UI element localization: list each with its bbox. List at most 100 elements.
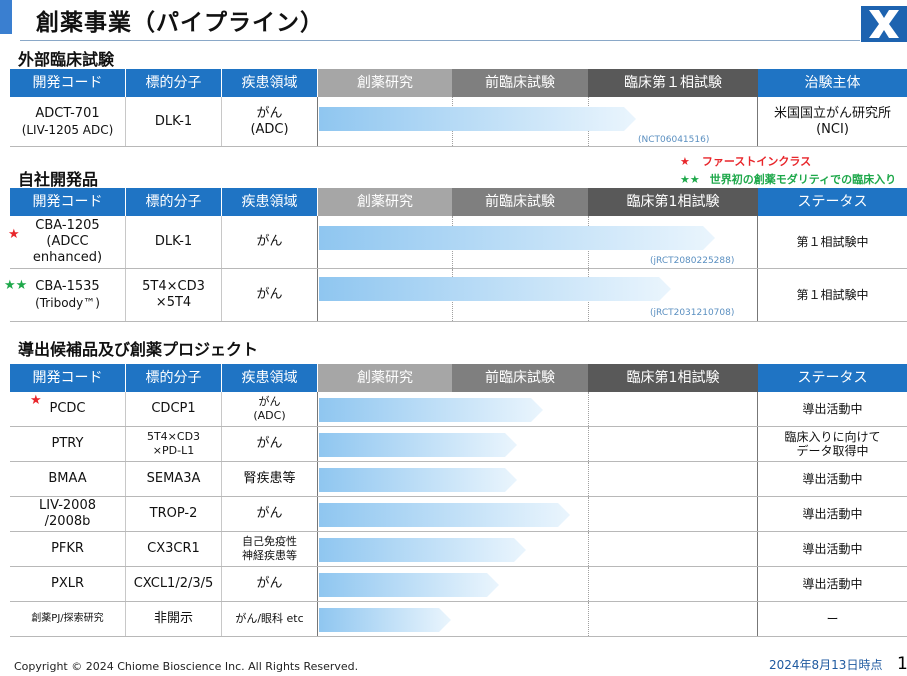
pipeline-stage-bar [319, 538, 526, 562]
header-target: 標的分子 [126, 364, 222, 392]
status-text: 導出活動中 [802, 402, 863, 416]
as-of-date: 2024年8月13日時点 [769, 658, 883, 672]
disease-area: がん [256, 234, 283, 249]
disease-area: がん [256, 576, 283, 591]
target-molecule: 非開示 [153, 611, 193, 626]
registry-id: (jRCT2031210708) [650, 308, 735, 318]
dev-code-sub: (Tribody™) [35, 296, 100, 310]
target-molecule: SEMA3A [146, 471, 201, 486]
green-double-star-icon: ★★ [680, 173, 700, 186]
table-row: PTRY 5T4×CD3 ×PD-L1 がん 臨床入りに向けて データ取得中 [10, 427, 907, 462]
registry-id: (jRCT2080225288) [650, 256, 735, 266]
target-molecule: 5T4×CD3 [142, 279, 205, 294]
dev-code: LIV-2008 [39, 498, 96, 513]
sponsor-name-sub: (NCI) [816, 121, 849, 137]
pipeline-stage-bar [319, 503, 570, 527]
dev-code: PCDC [49, 401, 86, 416]
dev-code-sub: (ADCC enhanced) [32, 234, 103, 265]
table-external: 開発コード 標的分子 疾患領域 創薬研究 前臨床試験 臨床第１相試験 治験主体 … [10, 69, 907, 147]
header-code: 開発コード [10, 188, 126, 216]
disease-area-sub: (ADC) [250, 121, 289, 137]
dev-code: PXLR [50, 576, 85, 591]
header-code: 開発コード [10, 364, 126, 392]
target-molecule: DLK-1 [154, 234, 193, 249]
disease-area: がん [256, 105, 283, 121]
title-accent-bar [0, 0, 12, 34]
header-sponsor: 治験主体 [758, 69, 907, 97]
header-discovery: 創薬研究 [318, 69, 452, 97]
dev-code: PTRY [51, 436, 84, 451]
target-molecule-sub: ×PD-L1 [152, 444, 195, 457]
header-disease: 疾患領域 [222, 364, 318, 392]
dev-code: CBA-1205 [35, 218, 100, 233]
table-row: 創薬PJ/探索研究 非開示 がん/眼科 etc ー [10, 602, 907, 637]
section-title-external: 外部臨床試験 [18, 50, 115, 69]
status-text: 導出活動中 [802, 542, 863, 556]
pipeline-stage-bar [319, 107, 636, 131]
dev-code: ADCT-701 [35, 105, 100, 121]
status-text: 導出活動中 [802, 472, 863, 486]
dev-code-sub: /2008b [44, 514, 91, 529]
header-phase1: 臨床第1相試験 [588, 188, 758, 216]
header-status: ステータス [758, 364, 907, 392]
table-row: PCDC ★ CDCP1 がん (ADC) 導出活動中 [10, 392, 907, 427]
disease-area: がん [256, 506, 283, 521]
header-phase1: 臨床第１相試験 [588, 69, 758, 97]
table-row: BMAA SEMA3A 腎疾患等 導出活動中 [10, 462, 907, 497]
pipeline-stage-bar [319, 573, 499, 597]
candidate-rows: PCDC ★ CDCP1 がん (ADC) 導出活動中 PTRY 5T4×CD3 ×PD-L1 が… [10, 392, 907, 637]
table-row: CBA-1205 (ADCC enhanced) ★ DLK-1 がん (jRC… [8, 216, 907, 269]
header-discovery: 創薬研究 [318, 364, 452, 392]
disease-area: がん [256, 436, 283, 451]
pipeline-stage-bar [319, 608, 451, 632]
status-text: ー [826, 612, 839, 626]
status-text: 導出活動中 [802, 577, 863, 591]
status-text: 導出活動中 [802, 507, 863, 521]
header-phase1: 臨床第1相試験 [588, 364, 758, 392]
legend-first-in-class: ★ ファーストインクラス [680, 155, 812, 168]
header-status: ステータス [758, 188, 907, 216]
header-discovery: 創薬研究 [318, 188, 452, 216]
table-header: 開発コード 標的分子 疾患領域 創薬研究 前臨床試験 臨床第1相試験 ステータス [10, 188, 907, 216]
dev-code: BMAA [48, 471, 87, 486]
disease-area: がん/眼科 etc [235, 612, 304, 625]
header-disease: 疾患領域 [222, 69, 318, 97]
header-target: 標的分子 [126, 188, 222, 216]
header-disease: 疾患領域 [222, 188, 318, 216]
status-text: 第１相試験中 [796, 288, 869, 302]
status-text: 第１相試験中 [796, 235, 869, 249]
pipeline-stage-bar [319, 398, 543, 422]
table-row: CBA-1535 (Tribody™) ★★ 5T4×CD3 ×5T4 がん (… [4, 269, 907, 322]
status-text-sub: データ取得中 [796, 444, 869, 458]
pipeline-stage-bar [319, 468, 517, 492]
disease-area: がん [258, 395, 281, 408]
dev-code-sub: (LIV-1205 ADC) [21, 122, 114, 137]
title-divider [20, 40, 860, 41]
table-row: ADCT-701 (LIV-1205 ADC) DLK-1 がん (ADC) (… [10, 97, 907, 147]
sponsor-name: 米国国立がん研究所 [773, 105, 891, 121]
header-preclinical: 前臨床試験 [452, 69, 588, 97]
target-molecule-sub: ×5T4 [155, 295, 192, 310]
table-inhouse: 開発コード 標的分子 疾患領域 創薬研究 前臨床試験 臨床第1相試験 ステータス… [4, 188, 907, 322]
first-in-class-star-icon: ★ [30, 393, 42, 408]
header-preclinical: 前臨床試験 [452, 188, 588, 216]
disease-area-sub: 神経疾患等 [242, 549, 297, 562]
table-candidates: 開発コード 標的分子 疾患領域 創薬研究 前臨床試験 臨床第1相試験 ステータス… [10, 364, 907, 637]
target-molecule: CDCP1 [151, 401, 196, 416]
first-modality-star-icon: ★★ [4, 278, 28, 293]
table-row: PFKR CX3CR1 自己免疫性 神経疾患等 導出活動中 [10, 532, 907, 567]
dev-code: PFKR [51, 541, 84, 556]
dev-code: 創薬PJ/探索研究 [31, 613, 104, 624]
section-title-inhouse: 自社開発品 [18, 170, 99, 189]
registry-id: (NCT06041516) [638, 135, 710, 145]
page-title: 創薬事業（パイプライン） [36, 10, 324, 36]
company-logo [861, 6, 907, 42]
copyright: Copyright © 2024 Chiome Bioscience Inc. … [14, 660, 359, 673]
disease-area-sub: (ADC) [253, 409, 286, 422]
target-molecule: CXCL1/2/3/5 [133, 576, 214, 591]
page-number: 1 [897, 654, 907, 674]
header-preclinical: 前臨床試験 [452, 364, 588, 392]
first-in-class-star-icon: ★ [8, 227, 20, 242]
red-star-icon: ★ [680, 155, 690, 168]
target-molecule: CX3CR1 [147, 541, 200, 556]
